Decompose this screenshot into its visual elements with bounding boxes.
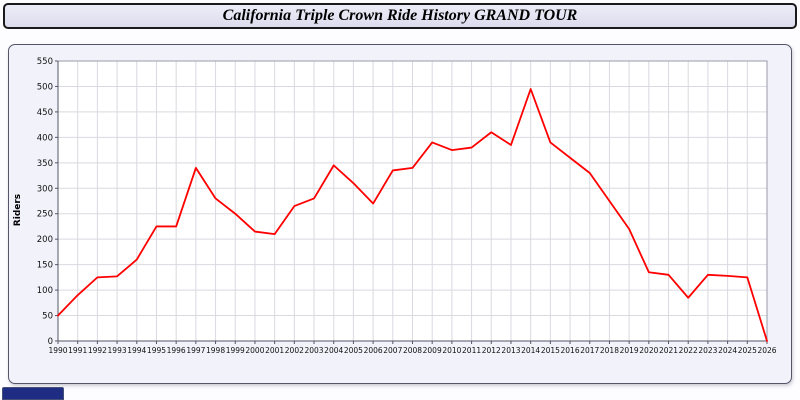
svg-text:2003: 2003 — [304, 346, 323, 355]
svg-text:100: 100 — [37, 286, 53, 296]
svg-text:2007: 2007 — [383, 346, 402, 355]
svg-text:250: 250 — [37, 210, 53, 220]
svg-text:400: 400 — [37, 133, 53, 143]
taskbar-fragment[interactable] — [2, 387, 64, 400]
svg-text:1994: 1994 — [127, 346, 146, 355]
svg-text:350: 350 — [37, 159, 53, 169]
svg-text:2015: 2015 — [541, 346, 560, 355]
svg-text:1998: 1998 — [206, 346, 225, 355]
chart-title: California Triple Crown Ride History GRA… — [222, 7, 578, 24]
svg-text:200: 200 — [37, 235, 53, 245]
svg-text:1999: 1999 — [226, 346, 245, 355]
svg-text:2023: 2023 — [698, 346, 717, 355]
svg-text:2013: 2013 — [501, 346, 520, 355]
chart-panel: Riders 1990 1991 1992 1993 1994 1995 1996 1997 1… — [8, 44, 792, 384]
svg-text:2016: 2016 — [561, 346, 580, 355]
svg-text:50: 50 — [42, 312, 53, 322]
svg-text:2001: 2001 — [265, 346, 284, 355]
svg-text:2022: 2022 — [679, 346, 698, 355]
svg-text:2006: 2006 — [364, 346, 383, 355]
svg-text:1991: 1991 — [68, 346, 87, 355]
svg-text:1993: 1993 — [108, 346, 127, 355]
svg-text:1992: 1992 — [88, 346, 107, 355]
svg-text:1996: 1996 — [167, 346, 186, 355]
svg-text:150: 150 — [37, 261, 53, 271]
svg-text:2012: 2012 — [482, 346, 501, 355]
svg-text:1990: 1990 — [48, 346, 67, 355]
svg-text:2020: 2020 — [639, 346, 658, 355]
svg-text:2002: 2002 — [285, 346, 304, 355]
svg-text:2021: 2021 — [659, 346, 678, 355]
svg-text:2011: 2011 — [462, 346, 481, 355]
svg-text:2009: 2009 — [423, 346, 442, 355]
window-titlebar: California Triple Crown Ride History GRA… — [3, 3, 797, 29]
svg-text:2018: 2018 — [600, 346, 619, 355]
svg-text:2000: 2000 — [245, 346, 264, 355]
svg-text:550: 550 — [37, 57, 53, 67]
ride-history-chart: 1990 1991 1992 1993 1994 1995 1996 1997 1998 1999… — [37, 57, 777, 355]
svg-text:2014: 2014 — [521, 346, 540, 355]
svg-text:2025: 2025 — [738, 346, 757, 355]
svg-text:450: 450 — [37, 108, 53, 118]
svg-text:2026: 2026 — [757, 346, 776, 355]
svg-text:2017: 2017 — [580, 346, 599, 355]
svg-text:2004: 2004 — [324, 346, 343, 355]
svg-text:2005: 2005 — [344, 346, 363, 355]
svg-text:2019: 2019 — [620, 346, 639, 355]
svg-text:500: 500 — [37, 82, 53, 92]
svg-text:0: 0 — [48, 337, 53, 347]
svg-text:2024: 2024 — [718, 346, 737, 355]
svg-text:1997: 1997 — [186, 346, 205, 355]
svg-text:300: 300 — [37, 184, 53, 194]
svg-text:2010: 2010 — [442, 346, 461, 355]
svg-text:1995: 1995 — [147, 346, 166, 355]
svg-text:2008: 2008 — [403, 346, 422, 355]
